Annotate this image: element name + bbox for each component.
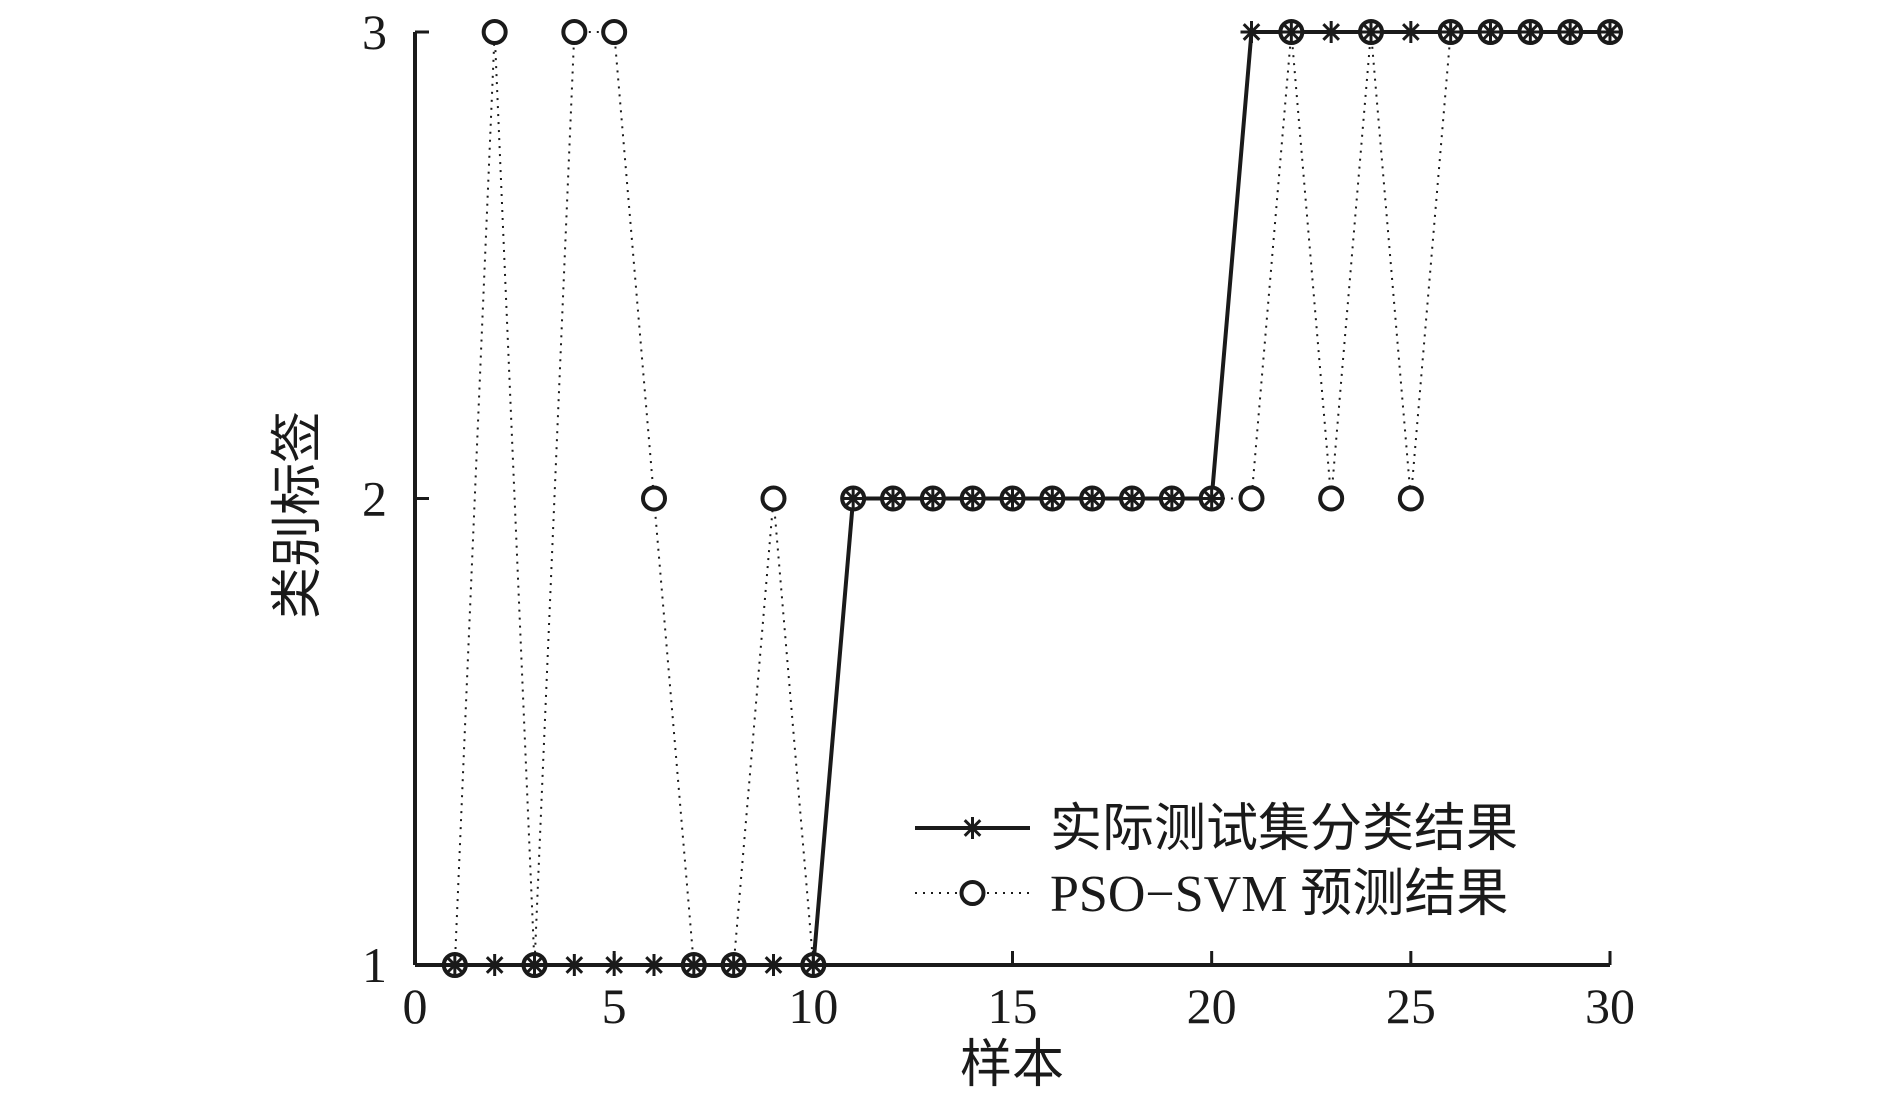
predicted-point (760, 485, 787, 512)
legend-label-predicted: PSO−SVM 预测结果 (1050, 866, 1508, 923)
x-tick-label: 15 (988, 978, 1038, 1034)
axes (413, 30, 1612, 967)
predicted-point (561, 19, 588, 45)
x-tick-label: 20 (1187, 978, 1237, 1034)
actual-point (1519, 21, 1542, 43)
y-tick-label: 3 (362, 4, 387, 60)
predicted-point (641, 485, 667, 512)
actual-point (1081, 487, 1104, 510)
actual-point (1121, 487, 1143, 510)
x-tick-label: 0 (403, 978, 428, 1034)
actual-point (1001, 487, 1024, 510)
series-line-2 (453, 31, 1610, 966)
legend-label-actual: 实际测试集分类结果 (1050, 801, 1518, 858)
actual-point (961, 487, 984, 510)
actual-point (1041, 487, 1064, 510)
actual-point (1160, 487, 1183, 510)
legend-marker-actual (961, 817, 984, 839)
predicted-point (1238, 485, 1265, 512)
x-tick-label: 25 (1386, 978, 1436, 1034)
predicted-point (1318, 485, 1345, 512)
predicted-point (601, 19, 628, 45)
actual-point (1559, 21, 1582, 43)
legend-marker-predicted (959, 880, 986, 906)
actual-point (842, 487, 865, 510)
x-axis-title: 样本 (960, 1037, 1064, 1094)
x-tick-label: 10 (788, 978, 838, 1034)
predicted-point (481, 19, 508, 45)
x-tick-label: 30 (1585, 978, 1635, 1034)
actual-point (1240, 21, 1263, 43)
tick-labels: 0 5 10 15 20 25 30 1 2 3 (362, 4, 1635, 1034)
y-tick-label: 1 (362, 937, 387, 993)
actual-point (1439, 21, 1462, 43)
actual-point (1360, 21, 1382, 43)
predicted-point (1397, 485, 1424, 512)
actual-point (1320, 21, 1343, 43)
x-tick-label: 5 (602, 978, 627, 1034)
actual-point (1599, 21, 1621, 43)
actual-point (1280, 21, 1303, 43)
legend: 实际测试集分类结果 PSO−SVM 预测结果 (915, 801, 1518, 923)
actual-point (1479, 21, 1502, 43)
actual-point (1200, 487, 1223, 510)
y-axis-title: 类别标签 (270, 411, 327, 619)
actual-point (1399, 21, 1422, 43)
y-tick-label: 2 (362, 471, 387, 527)
actual-point (921, 487, 944, 510)
plot-markers (441, 19, 1623, 978)
actual-point (882, 487, 904, 510)
